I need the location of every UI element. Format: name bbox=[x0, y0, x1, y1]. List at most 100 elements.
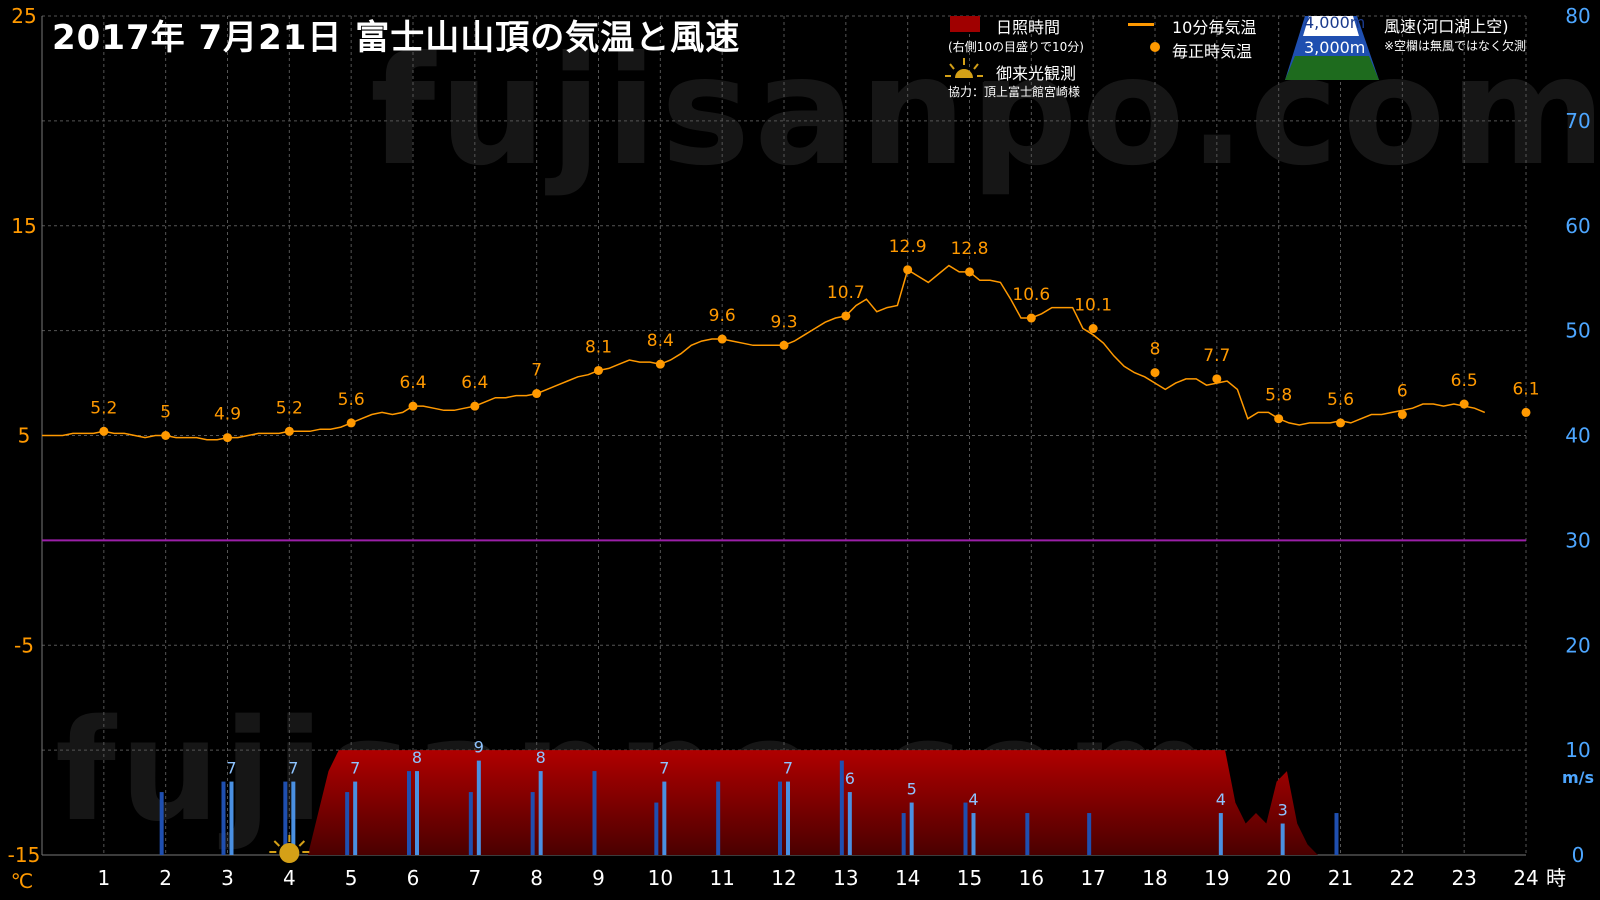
x-axis-tick: 2 bbox=[159, 866, 172, 890]
hourly-legend-dot bbox=[1150, 42, 1160, 52]
hourly-temperature-label: 8.4 bbox=[647, 331, 674, 351]
wind-legend-label: 風速(河口湖上空) bbox=[1384, 17, 1509, 36]
alt4000-legend-label: 4,000m bbox=[1304, 13, 1366, 32]
right-axis-tick: 60 bbox=[1565, 214, 1590, 238]
hourly-temperature-point bbox=[408, 401, 418, 411]
wind-label-4000m: 7 bbox=[226, 759, 236, 778]
hourly-temperature-point bbox=[965, 267, 974, 277]
wind-label-4000m: 6 bbox=[845, 769, 855, 788]
x-axis-tick: 24 bbox=[1513, 866, 1538, 890]
hourly-temperature-point bbox=[594, 365, 603, 375]
hourly-temperature-label: 5.2 bbox=[276, 398, 303, 418]
hourly-temperature-label: 7 bbox=[531, 361, 542, 381]
x-axis-tick: 11 bbox=[709, 866, 734, 890]
left-axis-tick: 25 bbox=[11, 4, 36, 28]
hourly-temperature-label: 10.7 bbox=[827, 283, 865, 303]
wind-bar-3000m bbox=[283, 781, 288, 855]
wind-bar-3000m bbox=[1087, 813, 1092, 855]
wind-bar-4000m bbox=[909, 802, 914, 855]
watermark-top: fujisanpo.com bbox=[370, 25, 1600, 199]
wind-bar-4000m bbox=[476, 760, 481, 855]
wind-bar-3000m bbox=[1334, 813, 1339, 855]
right-axis-tick: 10 bbox=[1565, 738, 1590, 762]
credit-text: 協力：頂上富士館宮崎様 bbox=[948, 85, 1081, 99]
hourly-temperature-label: 12.9 bbox=[889, 237, 927, 257]
hourly-temperature-point bbox=[223, 433, 232, 443]
hourly-temperature-point bbox=[532, 389, 542, 399]
hourly-temperature-label: 12.8 bbox=[951, 239, 989, 259]
hourly-temperature-label: 7.7 bbox=[1203, 346, 1230, 366]
x-axis-tick: 7 bbox=[468, 866, 481, 890]
hourly-legend-label: 毎正時気温 bbox=[1172, 42, 1253, 61]
x-axis-tick: 1 bbox=[97, 866, 110, 890]
x-axis-tick: 6 bbox=[407, 866, 420, 890]
hourly-temperature-point bbox=[903, 265, 913, 275]
chart-title: 2017年 7月21日 富士山山頂の気温と風速 bbox=[52, 18, 741, 58]
hourly-temperature-label: 6.4 bbox=[399, 373, 426, 393]
wind-bar-3000m bbox=[1025, 813, 1030, 855]
wind-bar-4000m bbox=[971, 813, 976, 855]
hourly-temperature-point bbox=[1150, 368, 1160, 378]
x-axis-tick: 13 bbox=[833, 866, 858, 890]
x-axis-tick: 19 bbox=[1204, 866, 1229, 890]
sunshine-legend-label: 日照時間 bbox=[996, 18, 1061, 37]
hourly-temperature-label: 10.6 bbox=[1012, 285, 1050, 305]
hourly-temperature-label: 6 bbox=[1397, 382, 1408, 402]
sunrise-legend-icon bbox=[944, 58, 984, 82]
wind-bar-3000m bbox=[221, 781, 226, 855]
hourly-temperature-point bbox=[1088, 324, 1098, 334]
hourly-temperature-point bbox=[1212, 374, 1222, 384]
alt3000-legend-label: 3,000m bbox=[1304, 38, 1366, 57]
x-axis-tick: 16 bbox=[1019, 866, 1044, 890]
right-axis-tick: 50 bbox=[1565, 319, 1590, 343]
wind-label-4000m: 3 bbox=[1278, 801, 1288, 820]
temp10-legend-label: 10分毎気温 bbox=[1172, 18, 1257, 37]
x-axis-tick: 8 bbox=[530, 866, 543, 890]
wind-bar-4000m bbox=[415, 771, 419, 855]
hourly-temperature-point bbox=[1459, 399, 1469, 409]
sunshine-legend-note: (右側10の目盛りで10分) bbox=[948, 40, 1084, 54]
wind-bar-3000m bbox=[345, 792, 350, 855]
hourly-temperature-point bbox=[1026, 313, 1036, 323]
right-axis-tick: 40 bbox=[1565, 424, 1590, 448]
wind-bar-3000m bbox=[839, 760, 844, 855]
right-axis-tick: 30 bbox=[1565, 528, 1590, 552]
wind-label-4000m: 8 bbox=[536, 748, 546, 767]
hourly-temperature-point bbox=[717, 334, 727, 344]
hourly-temperature-label: 5.6 bbox=[338, 390, 365, 410]
wind-bar-4000m bbox=[353, 781, 358, 855]
right-axis-tick: 80 bbox=[1565, 4, 1590, 28]
wind-bar-4000m bbox=[786, 781, 790, 855]
hourly-temperature-point bbox=[1336, 418, 1345, 428]
hourly-temperature-label: 5 bbox=[160, 403, 171, 423]
wind-bar-4000m bbox=[229, 781, 234, 855]
x-axis-tick: 17 bbox=[1080, 866, 1105, 890]
wind-bar-3000m bbox=[468, 792, 473, 855]
x-axis-tick: 20 bbox=[1266, 866, 1291, 890]
x-axis-unit: 時 bbox=[1546, 866, 1566, 890]
sunrise-marker-icon bbox=[269, 835, 310, 863]
left-axis-tick: 5 bbox=[18, 424, 31, 448]
sunrise-legend-label: 御来光観測 bbox=[996, 64, 1077, 83]
wind-legend-note: ※空欄は無風ではなく欠測 bbox=[1384, 39, 1527, 53]
wind-label-4000m: 8 bbox=[412, 748, 422, 767]
hourly-temperature-point bbox=[841, 311, 851, 321]
x-axis-tick: 3 bbox=[221, 866, 234, 890]
hourly-temperature-point bbox=[655, 359, 665, 369]
hourly-temperature-label: 6.4 bbox=[461, 373, 488, 393]
left-axis-tick: -5 bbox=[14, 633, 34, 657]
mountain-legend-icon bbox=[1285, 16, 1379, 80]
hourly-temperature-label: 8.1 bbox=[585, 337, 612, 357]
hourly-temperature-point bbox=[1397, 410, 1407, 420]
wind-label-4000m: 7 bbox=[783, 759, 793, 778]
right-axis-tick: 20 bbox=[1565, 633, 1590, 657]
hourly-temperature-label: 8 bbox=[1150, 340, 1161, 360]
wind-bar-3000m bbox=[654, 802, 659, 855]
hourly-temperature-point bbox=[346, 418, 356, 428]
hourly-temperature-point bbox=[161, 431, 171, 440]
hourly-temperature-point bbox=[284, 426, 294, 436]
left-axis-tick: 15 bbox=[11, 214, 36, 238]
hourly-temperature-label: 9.3 bbox=[770, 312, 797, 332]
x-axis-tick: 4 bbox=[283, 866, 296, 890]
